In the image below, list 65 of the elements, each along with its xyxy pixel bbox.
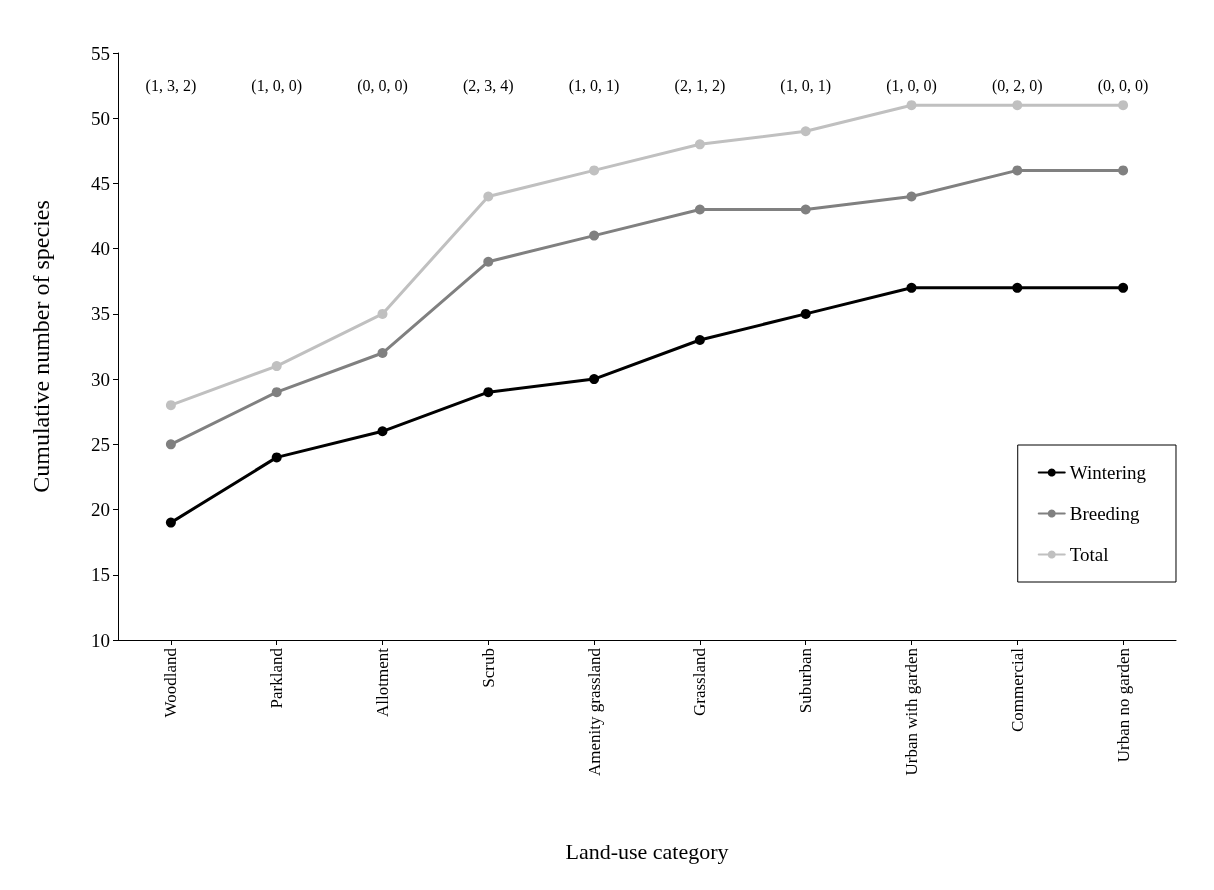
point — [271, 452, 282, 463]
point — [1012, 100, 1023, 111]
x-tick-label: Allotment — [373, 647, 392, 717]
point — [483, 191, 494, 202]
point — [377, 348, 388, 359]
annotation: (1, 0, 0) — [251, 76, 303, 95]
annotation: (1, 0, 0) — [886, 76, 937, 95]
point — [271, 387, 282, 398]
point — [1012, 165, 1023, 176]
point — [906, 191, 917, 202]
x-tick-label: Suburban — [796, 647, 816, 714]
y-tick-label: 50 — [91, 107, 110, 129]
y-tick-label: 15 — [91, 564, 110, 586]
point — [694, 334, 705, 345]
annotation: (2, 1, 2) — [674, 76, 726, 95]
point — [800, 204, 811, 215]
point — [1118, 165, 1129, 176]
y-tick-label: 10 — [91, 629, 110, 651]
x-tick-label: Commercial — [1007, 647, 1027, 733]
point — [906, 100, 917, 111]
annotation: (1, 3, 2) — [145, 76, 197, 95]
point — [589, 165, 600, 176]
annotation: (0, 0, 0) — [357, 76, 408, 95]
y-tick-label: 25 — [91, 433, 110, 455]
point — [483, 387, 494, 398]
annotation: (1, 0, 1) — [780, 76, 832, 95]
point — [165, 439, 176, 450]
x-tick-label: Scrub — [478, 648, 498, 688]
y-tick-label: 45 — [91, 172, 110, 194]
point — [589, 374, 600, 385]
y-tick-label: 30 — [91, 368, 110, 390]
x-tick-label: Urban with garden — [902, 647, 921, 776]
point — [694, 139, 705, 150]
annotation: (0, 0, 0) — [1097, 76, 1149, 95]
point — [271, 361, 282, 372]
point — [1118, 282, 1129, 293]
y-tick-label: 35 — [91, 303, 110, 325]
y-tick-label: 55 — [91, 42, 110, 64]
legend-label: Breeding — [1069, 503, 1140, 524]
y-tick-label: 40 — [91, 238, 110, 260]
point — [694, 204, 705, 215]
legend-label: Wintering — [1069, 462, 1147, 483]
y-tick-label: 20 — [91, 499, 110, 521]
legend-label: Total — [1069, 544, 1109, 565]
point — [165, 517, 176, 528]
point — [589, 230, 600, 241]
point — [906, 282, 917, 293]
x-axis-title: Land-use category — [565, 838, 729, 864]
x-tick-label: Amenity grassland — [584, 647, 604, 776]
y-axis-title: Cumulative number of species — [28, 200, 54, 493]
point — [165, 400, 176, 411]
point — [377, 308, 388, 319]
point — [1012, 282, 1023, 293]
point — [377, 426, 388, 437]
annotation: (2, 3, 4) — [462, 76, 514, 95]
x-tick-label: Woodland — [161, 647, 181, 718]
annotation: (1, 0, 1) — [568, 76, 620, 95]
point — [483, 256, 494, 267]
x-tick-label: Urban no garden — [1113, 647, 1133, 763]
point — [1118, 100, 1129, 111]
point — [800, 126, 811, 137]
x-tick-label: Parkland — [267, 647, 287, 709]
x-tick-label: Grassland — [690, 647, 710, 716]
point — [800, 308, 811, 319]
annotation: (0, 2, 0) — [991, 76, 1043, 95]
